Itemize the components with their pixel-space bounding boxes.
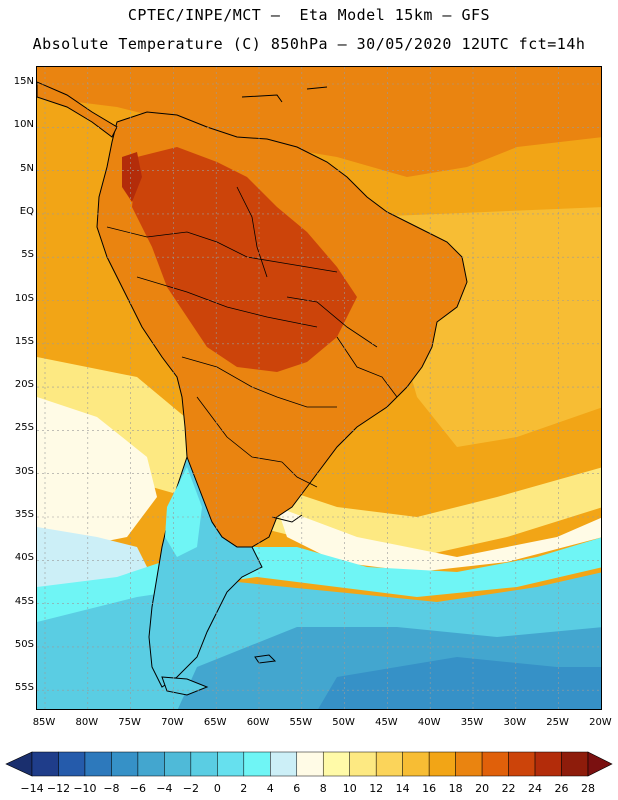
lat-label: 30S xyxy=(14,465,34,477)
colorbar-swatch xyxy=(349,751,377,777)
lon-label: 60W xyxy=(246,717,270,728)
colorbar-tick-label: 20 xyxy=(475,782,490,795)
land-patagonia-cool xyxy=(165,467,202,557)
colorbar-tick-label: 22 xyxy=(501,782,516,795)
lat-label: 15S xyxy=(14,335,34,347)
lon-label: 50W xyxy=(332,717,355,728)
lat-label: 25S xyxy=(14,422,34,434)
colorbar-swatch xyxy=(84,751,112,777)
colorbar-tick-label: 6 xyxy=(293,782,301,795)
field-cream-band-east xyxy=(277,507,601,572)
colorbar xyxy=(5,751,613,777)
colorbar-tick-label: −14 xyxy=(20,782,44,795)
colorbar-swatch xyxy=(508,751,536,777)
lon-label: 55W xyxy=(289,717,313,728)
colorbar-tick-label: 4 xyxy=(266,782,274,795)
colorbar-swatch xyxy=(402,751,430,777)
colorbar-tick-label: 24 xyxy=(528,782,543,795)
graticule xyxy=(37,67,601,709)
lat-label: EQ xyxy=(19,205,34,217)
colorbar-tick-label: 28 xyxy=(581,782,595,795)
colorbar-swatch xyxy=(164,751,192,777)
field-pale-band xyxy=(37,357,601,557)
lat-label: 55S xyxy=(14,682,34,694)
colorbar-swatch xyxy=(534,751,562,777)
colorbar-swatch xyxy=(270,751,298,777)
colorbar-swatch xyxy=(296,751,324,777)
land-hot-interior xyxy=(132,147,357,372)
colorbar-tick-label: 26 xyxy=(554,782,569,795)
title-line-1: CPTEC/INPE/MCT – Eta Model 15km – GFS xyxy=(127,6,491,24)
lat-label: 50S xyxy=(14,638,34,650)
lat-label: 35S xyxy=(14,509,34,520)
lon-label: 70W xyxy=(161,717,184,728)
field-cream-band xyxy=(37,397,157,547)
colorbar-tick-label: −12 xyxy=(46,782,71,795)
lat-label: 10S xyxy=(14,292,34,304)
colorbar-swatch xyxy=(111,751,139,777)
colorbar-tick-label: 2 xyxy=(240,782,248,795)
lat-label: 5S xyxy=(21,249,34,261)
colorbar-swatch xyxy=(561,751,589,777)
lon-label: 20W xyxy=(589,717,612,728)
colorbar-tick-label: 10 xyxy=(342,782,357,795)
colorbar-tick-label: −6 xyxy=(129,782,146,795)
lon-label: 35W xyxy=(460,717,484,728)
lat-label: 15N xyxy=(13,76,34,87)
colorbar-swatch xyxy=(190,751,218,777)
colorbar-tick-label: 8 xyxy=(319,782,327,795)
colorbar-high-extend xyxy=(587,751,613,777)
colorbar-swatch xyxy=(31,751,59,777)
colorbar-swatch xyxy=(243,751,271,777)
colorbar-swatch xyxy=(375,751,403,777)
colorbar-tick-label: −10 xyxy=(73,782,97,795)
colorbar-tick-label: 12 xyxy=(369,782,384,795)
country-borders xyxy=(106,186,398,488)
lat-label: 20S xyxy=(14,379,34,391)
lon-label: 45W xyxy=(375,717,398,728)
field-orange-northeast xyxy=(417,77,601,137)
colorbar-tick-label: −2 xyxy=(182,782,199,795)
colorbar-tick-label: 14 xyxy=(395,782,410,795)
lat-label: 45S xyxy=(14,595,34,607)
colorbar-swatch xyxy=(217,751,245,777)
lon-label: 25W xyxy=(546,717,569,728)
colorbar-swatch xyxy=(481,751,509,777)
colorbar-swatch xyxy=(58,751,86,777)
title-line-2: Absolute Temperature (C) 850hPa – 30/05/… xyxy=(32,35,586,53)
colorbar-swatch xyxy=(322,751,350,777)
lon-label: 30W xyxy=(503,717,527,728)
colorbar-tick-label: 18 xyxy=(448,782,463,795)
lon-label: 40W xyxy=(417,717,441,728)
land-caribbean xyxy=(241,86,328,103)
colorbar-low-extend xyxy=(5,751,33,777)
lon-label: 80W xyxy=(75,717,99,728)
colorbar-swatch xyxy=(137,751,165,777)
colorbar-tick-label: 16 xyxy=(422,782,437,795)
colorbar-swatch xyxy=(455,751,483,777)
lat-label: 40S xyxy=(14,552,34,564)
land-andes-hot xyxy=(122,152,142,202)
land-rio-de-la-plata xyxy=(271,514,303,523)
lon-label: 75W xyxy=(118,717,141,728)
map-canvas xyxy=(37,67,601,709)
colorbar-tick-label: −8 xyxy=(103,782,120,795)
land-falklands xyxy=(254,654,277,664)
lat-label: 10N xyxy=(13,119,34,131)
lon-label: 65W xyxy=(203,717,227,728)
field-coldest-south xyxy=(318,657,601,709)
lon-label: 85W xyxy=(32,717,56,728)
colorbar-tick-label: 0 xyxy=(213,782,221,795)
colorbar-tick-label: −4 xyxy=(156,782,173,795)
colorbar-swatch xyxy=(428,751,456,777)
lat-label: 5N xyxy=(20,162,34,174)
temperature-map xyxy=(36,66,602,710)
